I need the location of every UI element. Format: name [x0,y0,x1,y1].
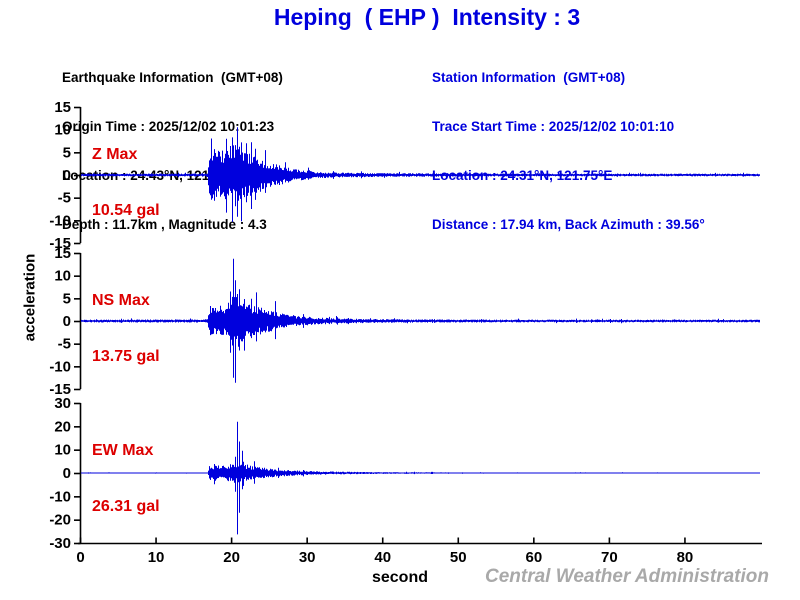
svg-text:-30: -30 [49,535,71,552]
svg-text:20: 20 [223,549,240,566]
svg-text:50: 50 [450,549,467,566]
ew-max-title: EW Max [92,442,154,459]
ns-max-value: 13.75 gal [92,347,160,365]
depth-magnitude-line: Depth : 11.7km , Magnitude : 4.3 [62,217,267,233]
svg-text:80: 80 [677,549,694,566]
svg-text:0: 0 [63,465,71,482]
station-info-header: Station Information (GMT+08) [432,69,626,85]
svg-text:-10: -10 [49,212,71,229]
svg-text:60: 60 [525,549,542,566]
svg-text:10: 10 [148,549,165,566]
svg-text:5: 5 [63,290,71,307]
svg-text:30: 30 [54,395,71,412]
svg-text:20: 20 [54,418,71,435]
svg-text:-5: -5 [58,190,71,207]
svg-text:5: 5 [63,144,71,161]
svg-text:-15: -15 [49,235,71,252]
y-axis-label: acceleration [21,253,39,342]
svg-text:-15: -15 [49,381,71,398]
z-max-label: Z Max 10.54 gal [92,109,160,257]
svg-text:0: 0 [63,313,71,330]
ew-max-value: 26.31 gal [92,497,160,515]
page-title: Heping ( EHP ) Intensity : 3 [273,4,581,30]
svg-text:70: 70 [601,549,618,566]
earthquake-info-header: Earthquake Information (GMT+08) [62,69,283,85]
ns-max-title: NS Max [92,292,150,309]
origin-time-line: Origin Time : 2025/12/02 10:01:23 [62,119,275,135]
svg-text:-20: -20 [49,512,71,529]
svg-text:30: 30 [299,549,316,566]
z-max-value: 10.54 gal [92,201,160,219]
svg-text:-10: -10 [49,358,71,375]
svg-text:10: 10 [54,442,71,459]
svg-text:40: 40 [374,549,391,566]
watermark: Central Weather Administration [485,566,769,587]
svg-text:10: 10 [54,122,71,139]
ew-max-label: EW Max 26.31 gal [92,405,160,553]
svg-text:0: 0 [76,549,84,566]
z-max-title: Z Max [92,146,138,163]
svg-text:10: 10 [54,268,71,285]
trace-start-time-line: Trace Start Time : 2025/12/02 10:01:10 [432,119,675,135]
svg-text:15: 15 [54,99,71,116]
distance-azimuth-line: Distance : 17.94 km, Back Azimuth : 39.5… [432,217,705,233]
svg-text:-10: -10 [49,488,71,505]
svg-text:-5: -5 [58,336,71,353]
svg-text:15: 15 [54,245,71,262]
x-axis-label: second [371,569,428,586]
ns-max-label: NS Max 13.75 gal [92,255,160,403]
svg-text:0: 0 [63,167,71,184]
